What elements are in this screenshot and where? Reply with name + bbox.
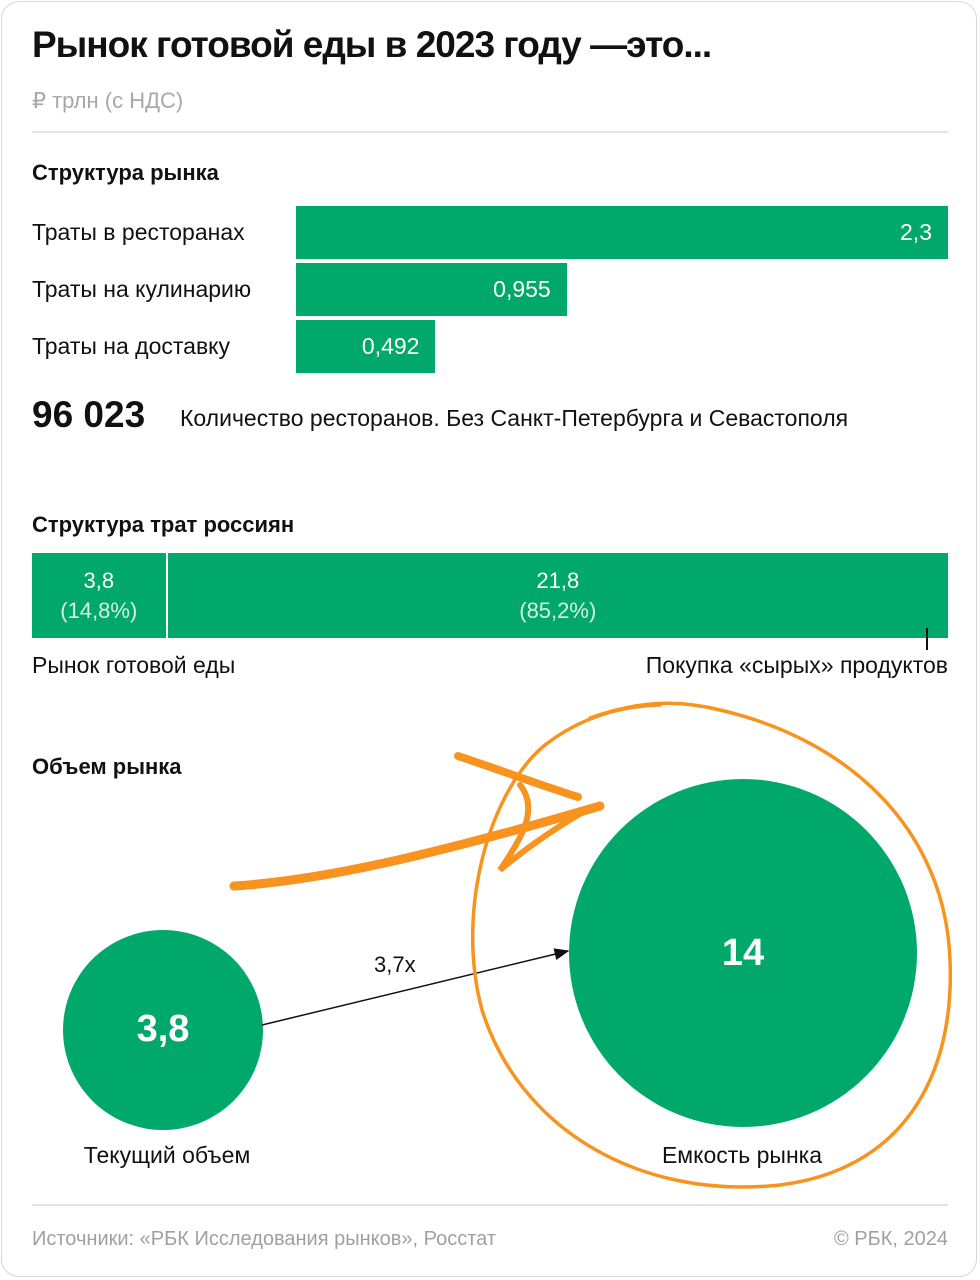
copyright: © РБК, 2024 [833, 1228, 948, 1250]
segment-percent: (85,2%) [519, 597, 597, 623]
footer-divider [32, 1204, 948, 1206]
stack-segment: 21,8 (85,2%) [167, 553, 948, 638]
label-tick [926, 628, 928, 650]
orange-annotation-scribble [229, 701, 953, 1189]
divider [32, 131, 948, 133]
restaurant-count: 96 023 [32, 394, 146, 435]
stack-segment: 3,8 (14,8%) [32, 553, 166, 638]
bubble-capacity-value: 14 [721, 932, 765, 974]
bubble-current-value: 3,8 [136, 1008, 190, 1050]
bar-value: 0,955 [493, 276, 551, 302]
market-volume-title: Объем рынка [32, 754, 182, 779]
bubble-capacity-label: Емкость рынка [661, 1142, 823, 1168]
bar-value: 0,492 [361, 333, 420, 359]
stack-label-raw-products: Покупка «сырых» продуктов [645, 652, 948, 678]
bar-label: Траты на доставку [32, 333, 230, 359]
bar-label: Траты на кулинарию [32, 276, 252, 302]
bar: 0,955 [296, 263, 567, 316]
bubble-current-label: Текущий объем [83, 1142, 251, 1168]
segment-value: 21,8 [536, 567, 580, 593]
units-subtitle: ₽ трлн (с НДС) [32, 88, 184, 113]
segment-value: 3,8 [83, 567, 115, 593]
bubble-current [63, 930, 263, 1130]
restaurant-count-note: Количество ресторанов. Без Санкт-Петербу… [180, 405, 849, 431]
market-structure-title: Структура рынка [32, 160, 219, 185]
bubble-capacity [569, 779, 917, 1127]
stack-label-ready-food: Рынок готовой еды [32, 652, 236, 678]
bar: 0,492 [296, 320, 436, 373]
page-title: Рынок готовой еды в 2023 году —это... [32, 24, 712, 65]
bar-label: Траты в ресторанах [32, 219, 245, 245]
growth-arrow [261, 948, 570, 1026]
segment-percent: (14,8%) [60, 597, 138, 623]
spending-structure-title: Структура трат россиян [32, 512, 295, 537]
bar: 2,3 [296, 206, 948, 259]
bar-value: 2,3 [900, 219, 932, 245]
sources: Источники: «РБК Исследования рынков», Ро… [32, 1228, 496, 1250]
growth-ratio-label: 3,7x [374, 952, 416, 977]
